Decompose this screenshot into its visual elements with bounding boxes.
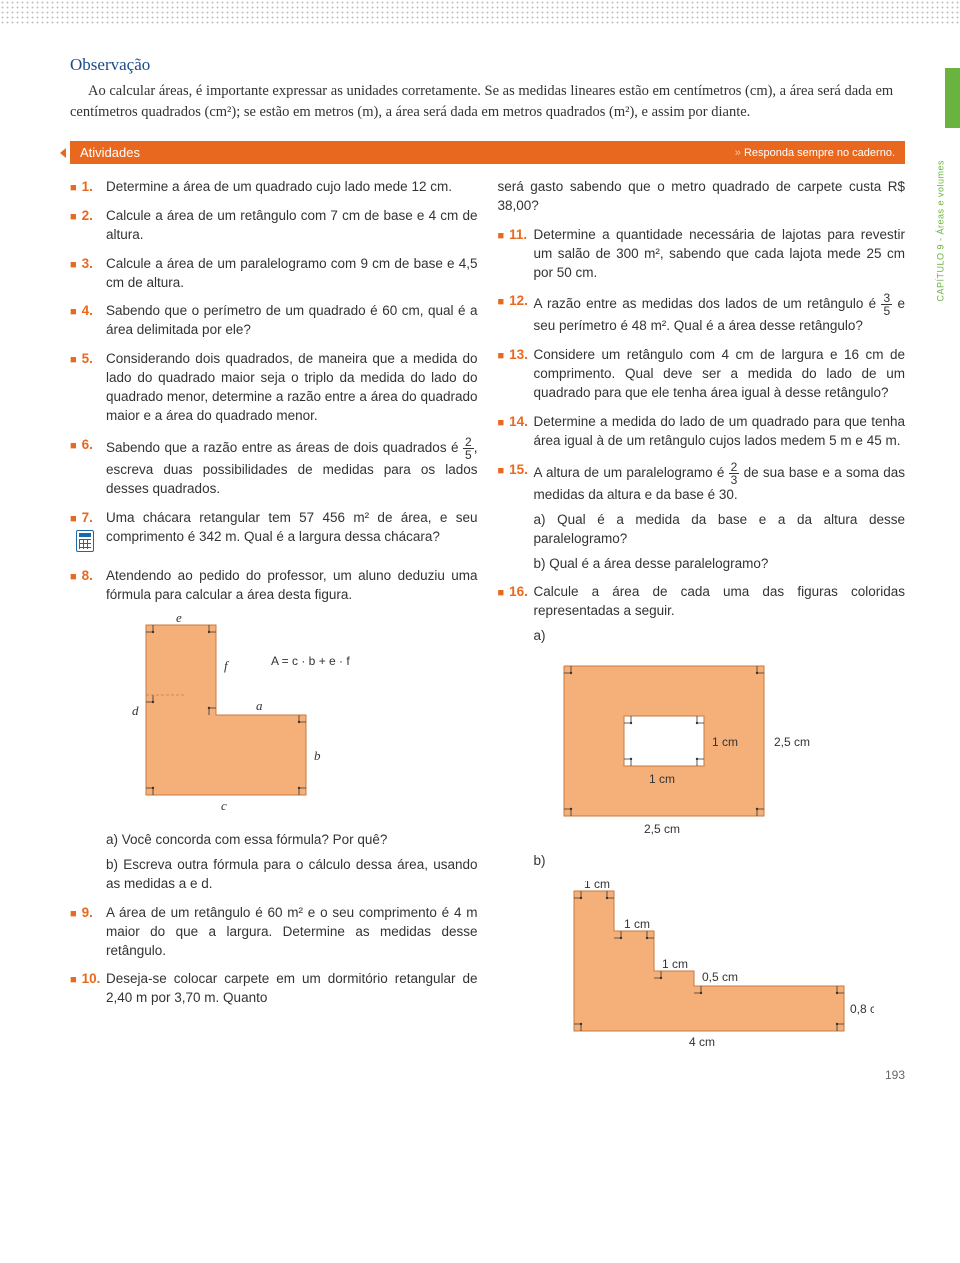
svg-text:1 cm: 1 cm xyxy=(712,735,738,749)
svg-text:1 cm: 1 cm xyxy=(662,957,688,971)
question-12: ■12. A razão entre as medidas dos lados … xyxy=(498,292,906,336)
question-9: ■9. A área de um retângulo é 60 m² e o s… xyxy=(70,904,478,961)
question-3: ■3. Calcule a área de um paralelogramo c… xyxy=(70,255,478,293)
dotted-header xyxy=(0,0,960,25)
question-7: ■7. Uma chácara retangular tem 57 456 m²… xyxy=(70,509,478,558)
svg-text:1 cm: 1 cm xyxy=(584,881,610,891)
svg-text:A = c · b + e · f: A = c · b + e · f xyxy=(271,654,350,668)
question-5: ■5. Considerando dois quadrados, de mane… xyxy=(70,350,478,426)
svg-text:a: a xyxy=(256,698,263,713)
svg-text:f: f xyxy=(224,658,230,673)
question-16: ■16. Calcule a área de cada uma das figu… xyxy=(498,583,906,1066)
svg-text:2,5 cm: 2,5 cm xyxy=(774,735,810,749)
question-15: ■15. A altura de um paralelogramo é 23 d… xyxy=(498,461,906,574)
question-1: ■1. Determine a área de um quadrado cujo… xyxy=(70,178,478,197)
question-10: ■10. Deseja-se colocar carpete em um dor… xyxy=(70,970,478,1008)
question-13: ■13. Considere um retângulo com 4 cm de … xyxy=(498,346,906,403)
question-8: ■8. Atendendo ao pedido do professor, um… xyxy=(70,567,478,893)
svg-text:2,5 cm: 2,5 cm xyxy=(644,822,680,836)
svg-text:4 cm: 4 cm xyxy=(689,1035,715,1049)
left-column: ■1. Determine a área de um quadrado cujo… xyxy=(70,178,478,1077)
svg-text:c: c xyxy=(221,798,227,813)
svg-text:b: b xyxy=(314,748,321,763)
svg-text:0,8 cm: 0,8 cm xyxy=(850,1002,874,1016)
calculator-icon xyxy=(76,530,94,552)
atividades-note: » Responda sempre no caderno. xyxy=(735,147,895,159)
right-column: será gasto sabendo que o metro quadrado … xyxy=(498,178,906,1077)
question-10-cont: será gasto sabendo que o metro quadrado … xyxy=(498,178,906,216)
question-2: ■2. Calcule a área de um retângulo com 7… xyxy=(70,207,478,245)
observacao-title: Observação xyxy=(70,55,905,75)
question-4: ■4. Sabendo que o perímetro de um quadra… xyxy=(70,302,478,340)
atividades-bar: Atividades » Responda sempre no caderno. xyxy=(70,141,905,164)
page-number: 193 xyxy=(885,1068,905,1082)
question-14: ■14. Determine a medida do lado de um qu… xyxy=(498,413,906,451)
svg-text:d: d xyxy=(132,703,139,718)
question-11: ■11. Determine a quantidade necessária d… xyxy=(498,226,906,283)
question-6: ■6. Sabendo que a razão entre as áreas d… xyxy=(70,436,478,499)
svg-text:0,5 cm: 0,5 cm xyxy=(702,970,738,984)
figure-q8: e f a b c d A = c · b + e · f xyxy=(126,615,478,821)
svg-text:1 cm: 1 cm xyxy=(624,917,650,931)
observacao-body: Ao calcular áreas, é importante expressa… xyxy=(70,81,905,123)
svg-text:e: e xyxy=(176,615,182,625)
figure-q16b: 1 cm 1 cm 1 cm 0,5 cm 0,8 cm 4 cm xyxy=(554,881,906,1057)
figure-q16a: 2,5 cm 1 cm 1 cm 2,5 cm xyxy=(554,656,906,842)
svg-text:1 cm: 1 cm xyxy=(649,772,675,786)
atividades-label: Atividades xyxy=(80,145,140,160)
